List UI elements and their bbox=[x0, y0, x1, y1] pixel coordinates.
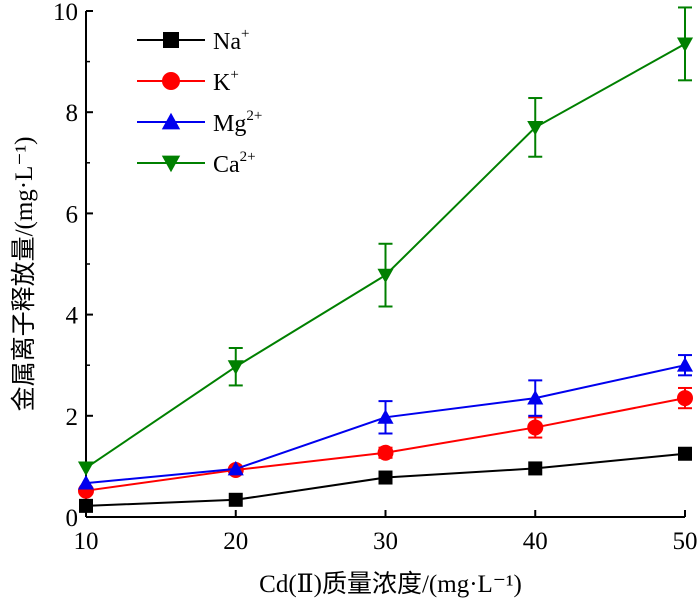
legend: Na+ K+ Mg2+ Ca2+ bbox=[137, 26, 262, 178]
y-tick-label: 0 bbox=[66, 505, 79, 532]
x-tick-label: 40 bbox=[523, 528, 548, 555]
data-point bbox=[678, 446, 692, 461]
ticks: 10 20 30 40 50 0 2 4 6 8 10 bbox=[53, 0, 698, 555]
legend-label: K+ bbox=[213, 67, 239, 96]
legend-label: Mg2+ bbox=[213, 108, 262, 137]
y-tick-label: 6 bbox=[66, 201, 79, 228]
data-point bbox=[162, 72, 180, 90]
legend-item: Ca2+ bbox=[137, 149, 256, 178]
data-point bbox=[377, 268, 394, 284]
data-point bbox=[77, 461, 95, 476]
x-tick-label: 50 bbox=[673, 528, 698, 555]
data-point bbox=[161, 155, 181, 173]
data-point bbox=[227, 360, 244, 375]
data-point bbox=[676, 357, 694, 372]
data-point bbox=[677, 390, 693, 407]
legend-item: K+ bbox=[137, 67, 239, 96]
data-point bbox=[528, 461, 543, 476]
data-point bbox=[161, 112, 181, 130]
y-axis-title: 金属离子释放量/(mg·L⁻¹) bbox=[10, 137, 38, 412]
x-tick-label: 30 bbox=[373, 528, 398, 555]
data-point bbox=[527, 419, 544, 436]
legend-label: Ca2+ bbox=[213, 149, 256, 178]
y-tick-label: 10 bbox=[53, 0, 78, 26]
data-point bbox=[77, 475, 95, 490]
y-tick-label: 8 bbox=[66, 100, 79, 127]
y-tick-label: 4 bbox=[66, 303, 79, 330]
data-point bbox=[377, 444, 394, 461]
series-mg bbox=[77, 354, 694, 490]
data-point bbox=[377, 409, 394, 424]
series-layer bbox=[77, 6, 694, 513]
series-na bbox=[79, 446, 692, 513]
data-point bbox=[227, 460, 244, 476]
y-tick-label: 2 bbox=[66, 404, 79, 431]
data-point bbox=[163, 32, 179, 48]
legend-item: Na+ bbox=[137, 26, 249, 55]
data-point bbox=[228, 492, 243, 507]
x-tick-label: 20 bbox=[223, 528, 248, 555]
data-point bbox=[378, 470, 393, 485]
data-point bbox=[79, 498, 93, 513]
legend-item: Mg2+ bbox=[137, 108, 262, 137]
data-point bbox=[527, 390, 544, 405]
data-point bbox=[527, 120, 544, 136]
data-point bbox=[676, 37, 694, 52]
legend-label: Na+ bbox=[213, 26, 249, 55]
series-ca bbox=[77, 6, 694, 476]
x-axis-title: Cd(Ⅱ)质量浓度/(mg·L⁻¹) bbox=[259, 570, 522, 598]
x-tick-label: 10 bbox=[74, 528, 99, 555]
